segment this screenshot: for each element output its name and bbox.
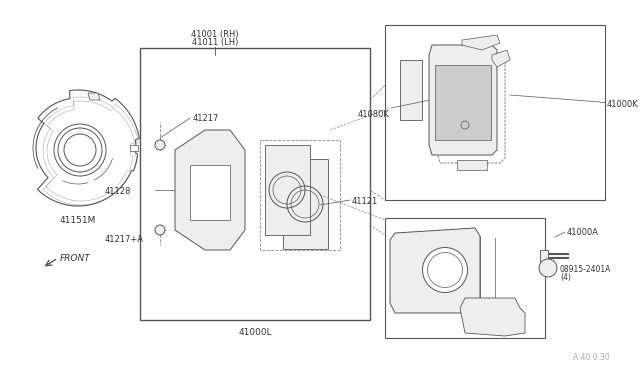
Text: 41080K: 41080K <box>358 110 390 119</box>
Text: 41011 (LH): 41011 (LH) <box>192 38 238 47</box>
Polygon shape <box>462 35 500 50</box>
Ellipse shape <box>422 247 467 292</box>
Bar <box>540 250 548 262</box>
Polygon shape <box>390 228 480 313</box>
Text: FRONT: FRONT <box>60 254 91 263</box>
Text: W: W <box>544 263 552 273</box>
Text: 41000A: 41000A <box>567 228 599 237</box>
Polygon shape <box>175 130 245 250</box>
Bar <box>435 65 491 140</box>
Text: 41217+A: 41217+A <box>105 235 144 244</box>
Text: 41217: 41217 <box>193 114 220 123</box>
Text: (4): (4) <box>560 273 571 282</box>
Polygon shape <box>437 53 505 163</box>
Text: 41121: 41121 <box>352 197 378 206</box>
Bar <box>385 25 605 200</box>
Polygon shape <box>460 298 525 336</box>
Text: 41000L: 41000L <box>238 328 272 337</box>
Polygon shape <box>88 93 100 100</box>
Bar <box>140 48 370 320</box>
Circle shape <box>155 140 165 150</box>
Text: 41128: 41128 <box>105 187 131 196</box>
Polygon shape <box>457 160 487 170</box>
Text: 41151M: 41151M <box>60 216 96 225</box>
Bar <box>130 145 138 151</box>
Bar <box>265 145 310 235</box>
Bar <box>400 60 422 120</box>
Text: 08915-2401A: 08915-2401A <box>560 265 611 274</box>
Text: 41000K: 41000K <box>607 100 639 109</box>
Bar <box>385 218 545 338</box>
Bar <box>283 159 328 249</box>
Polygon shape <box>429 45 497 155</box>
Circle shape <box>539 259 557 277</box>
Text: 41001 (RH): 41001 (RH) <box>191 30 239 39</box>
Circle shape <box>155 225 165 235</box>
Polygon shape <box>190 165 230 220</box>
Polygon shape <box>492 50 510 67</box>
Bar <box>260 140 340 250</box>
Text: A 40 0.30: A 40 0.30 <box>573 353 610 362</box>
